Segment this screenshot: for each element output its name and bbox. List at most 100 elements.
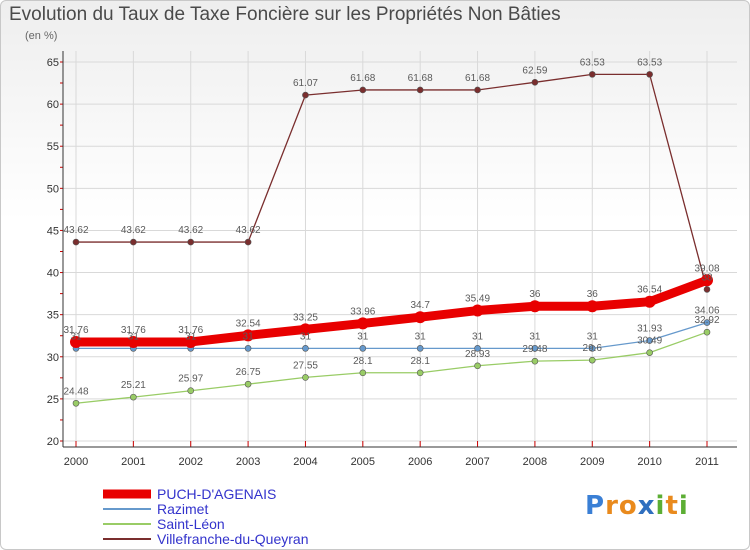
data-point-3 <box>72 238 80 246</box>
logo-letter: r <box>605 491 619 521</box>
legend-label: Saint-Léon <box>157 516 225 532</box>
data-point-0 <box>528 300 541 313</box>
data-point-1 <box>588 345 596 352</box>
data-point-1 <box>302 345 309 352</box>
data-label-2: 32.92 <box>694 315 719 326</box>
data-point-1 <box>416 345 424 352</box>
data-label-0: 35.49 <box>465 294 490 305</box>
data-point-1 <box>359 345 367 352</box>
data-point-3 <box>646 71 653 78</box>
data-labels: 31.76 31.76 31.76 32.54 33.25 33.96 34.7 35.49 3… <box>63 57 719 397</box>
data-point-2 <box>416 369 424 377</box>
data-point-0 <box>356 317 369 330</box>
data-point-2 <box>531 357 539 365</box>
data-label-0: 31.76 <box>121 325 146 336</box>
data-point-0 <box>471 304 484 317</box>
axes: 20 25 30 35 40 45 50 55 60 65 2000 2001 2002 2003 2004… <box>47 51 737 468</box>
data-point-3 <box>531 78 539 86</box>
data-point-0 <box>299 323 312 336</box>
series-line-1 <box>75 321 708 350</box>
data-point-0 <box>184 335 197 348</box>
data-label-3: 61.07 <box>293 78 318 89</box>
logo-letter: t <box>665 491 679 521</box>
legend-label: Razimet <box>157 501 208 517</box>
data-point-2 <box>187 387 195 395</box>
data-label-2: 26.75 <box>236 367 261 378</box>
x-tick-label: 2011 <box>695 456 719 468</box>
y-tick-label: 45 <box>47 225 59 237</box>
y-tick-label: 20 <box>47 436 59 448</box>
logo-letter: P <box>585 491 606 521</box>
data-point-2 <box>588 356 596 364</box>
legend-label: Villefranche-du-Queyran <box>157 531 309 547</box>
y-tick-label: 55 <box>47 141 59 153</box>
data-point-1 <box>244 345 252 352</box>
data-point-2 <box>244 380 252 388</box>
logo-letter: x <box>637 491 656 521</box>
data-point-1 <box>703 319 711 326</box>
data-point-2 <box>72 399 80 407</box>
data-label-0: 33.25 <box>293 312 318 323</box>
data-label-1: 31 <box>128 331 140 342</box>
y-tick-label: 60 <box>47 99 59 111</box>
data-point-2 <box>703 328 711 336</box>
data-label-3: 63.53 <box>580 57 605 68</box>
data-label-1: 31 <box>185 331 197 342</box>
data-label-1: 34.06 <box>694 306 719 317</box>
y-tick-label: 35 <box>47 310 59 322</box>
legend-label: PUCH-D'AGENAIS <box>157 486 276 502</box>
data-label-3: 43.62 <box>178 225 203 236</box>
data-point-3 <box>588 71 596 78</box>
data-label-2: 25.97 <box>178 374 203 385</box>
y-tick-label: 65 <box>47 57 59 69</box>
series-group <box>70 71 713 407</box>
data-label-3: 38 <box>701 272 713 283</box>
data-label-0: 33.96 <box>350 306 375 317</box>
data-point-3 <box>302 91 309 99</box>
x-tick-label: 2009 <box>580 456 604 468</box>
data-label-0: 36 <box>529 289 541 300</box>
x-tick-label: 2007 <box>465 456 489 468</box>
data-label-1: 31 <box>529 331 541 342</box>
data-label-2: 29.6 <box>583 343 603 354</box>
data-point-3 <box>187 238 195 246</box>
series-line-2 <box>75 331 708 404</box>
data-point-0 <box>586 300 599 313</box>
y-tick-label: 25 <box>47 394 59 406</box>
x-tick-label: 2000 <box>64 456 88 468</box>
y-tick-label: 50 <box>47 183 59 195</box>
data-point-2 <box>359 369 367 377</box>
x-tick-label: 2002 <box>178 456 202 468</box>
series-line-3 <box>75 73 708 291</box>
x-tick-label: 2005 <box>351 456 375 468</box>
y-tick-label: 30 <box>47 352 59 364</box>
x-tick-label: 2006 <box>408 456 432 468</box>
proxiti-logo: Proxiti <box>585 491 689 521</box>
data-label-1: 31.93 <box>637 324 662 335</box>
legend: PUCH-D'AGENAISRazimetSaint-LéonVillefran… <box>103 486 309 547</box>
data-label-1: 31 <box>415 331 427 342</box>
data-point-3 <box>244 238 252 246</box>
data-point-0 <box>643 295 656 308</box>
series-line-0 <box>71 275 712 347</box>
data-label-1: 31 <box>243 331 255 342</box>
data-point-3 <box>474 86 481 94</box>
x-tick-label: 2010 <box>637 456 661 468</box>
y-tick-label: 40 <box>47 268 59 280</box>
data-point-0 <box>701 274 713 287</box>
data-point-1 <box>646 337 653 344</box>
x-tick-label: 2003 <box>236 456 260 468</box>
data-label-2: 29.48 <box>522 344 547 355</box>
data-point-0 <box>242 329 255 342</box>
data-label-0: 36.54 <box>637 285 662 296</box>
data-point-0 <box>70 335 82 348</box>
data-label-0: 31.76 <box>178 325 203 336</box>
data-point-2 <box>474 362 481 370</box>
grid-lines <box>63 51 737 447</box>
data-point-3 <box>416 86 424 94</box>
x-tick-label: 2004 <box>293 456 317 468</box>
chart-subtitle: (en %) <box>25 30 58 42</box>
x-tick-label: 2008 <box>523 456 547 468</box>
data-label-3: 61.68 <box>408 73 433 84</box>
data-label-3: 62.59 <box>522 65 547 76</box>
